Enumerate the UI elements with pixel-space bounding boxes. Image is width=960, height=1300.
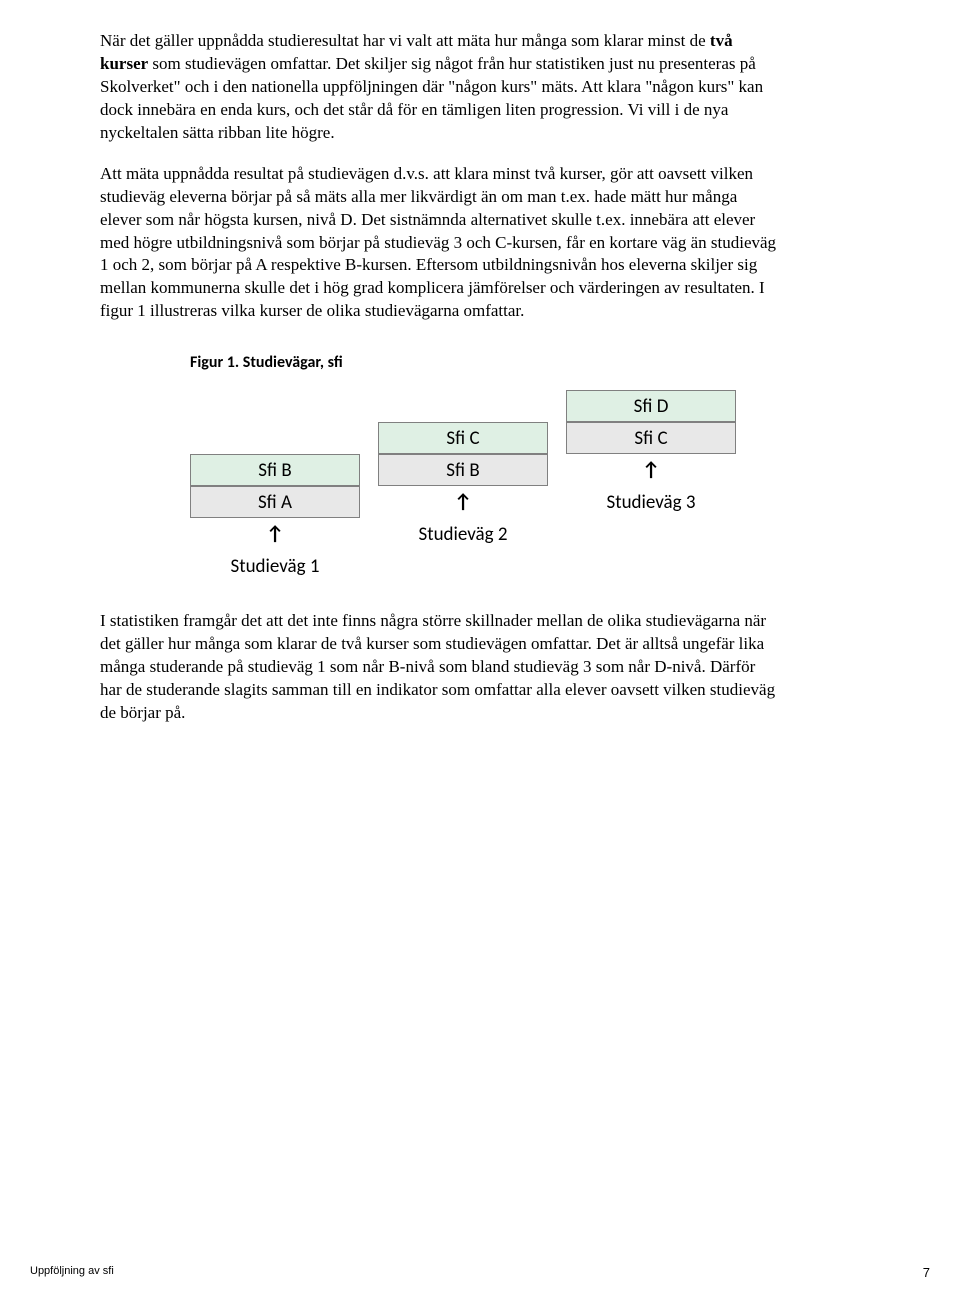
cell-sfi-c-col2: Sfi C xyxy=(378,422,548,454)
paragraph-3: I statistiken framgår det att det inte f… xyxy=(100,610,780,725)
cell-sfi-b-col2: Sfi B xyxy=(378,454,548,486)
label-studievag-3: Studieväg 3 xyxy=(566,486,736,518)
empty-cell xyxy=(190,390,360,422)
empty-cell xyxy=(378,390,548,422)
empty-cell xyxy=(566,518,736,550)
empty-cell xyxy=(190,422,360,454)
footer-left: Uppföljning av sfi xyxy=(30,1265,114,1280)
figure-1: Figur 1. Studievägar, sfi Sfi D Sfi C Sf… xyxy=(190,353,780,582)
paragraph-1: När det gäller uppnådda studieresultat h… xyxy=(100,30,780,145)
cell-sfi-b-col1: Sfi B xyxy=(190,454,360,486)
empty-cell xyxy=(378,550,548,582)
para1-post: som studievägen omfattar. Det skiljer si… xyxy=(100,54,763,142)
cell-sfi-c-col3: Sfi C xyxy=(566,422,736,454)
label-studievag-1: Studieväg 1 xyxy=(190,550,360,582)
cell-sfi-d: Sfi D xyxy=(566,390,736,422)
footer-page-number: 7 xyxy=(923,1265,930,1280)
arrow-icon: ↑ xyxy=(378,486,548,518)
cell-sfi-a: Sfi A xyxy=(190,486,360,518)
figure-title: Figur 1. Studievägar, sfi xyxy=(190,353,780,372)
paragraph-2: Att mäta uppnådda resultat på studieväge… xyxy=(100,163,780,324)
page-content: När det gäller uppnådda studieresultat h… xyxy=(0,0,960,725)
arrow-icon: ↑ xyxy=(566,454,736,486)
para1-pre: När det gäller uppnådda studieresultat h… xyxy=(100,31,710,50)
studievagar-diagram: Sfi D Sfi C Sfi C Sfi B Sfi B ↑ Sfi A ↑ … xyxy=(190,390,780,582)
empty-cell xyxy=(566,550,736,582)
page-footer: Uppföljning av sfi 7 xyxy=(30,1265,930,1280)
label-studievag-2: Studieväg 2 xyxy=(378,518,548,550)
arrow-icon: ↑ xyxy=(190,518,360,550)
